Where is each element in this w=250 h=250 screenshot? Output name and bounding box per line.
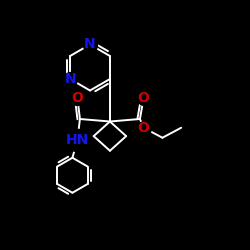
Text: O: O — [72, 91, 83, 105]
Text: O: O — [138, 121, 149, 135]
Text: HN: HN — [66, 133, 89, 147]
Text: N: N — [84, 38, 96, 52]
Text: N: N — [64, 72, 76, 86]
Text: O: O — [138, 91, 149, 105]
